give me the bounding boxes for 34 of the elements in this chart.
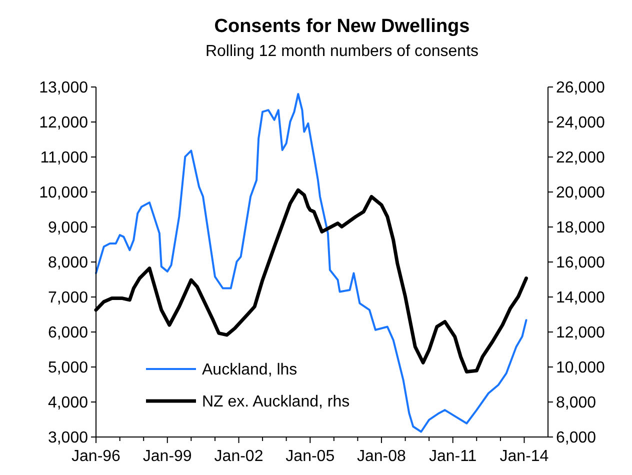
- y2-tick-label: 22,000: [556, 150, 606, 167]
- legend-label: NZ ex. Auckland, rhs: [202, 394, 350, 411]
- x-tick-label: Jan-14: [500, 448, 549, 465]
- y2-tick-label: 10,000: [556, 360, 606, 377]
- y-tick-label: 10,000: [39, 184, 88, 202]
- line-series: [95, 93, 528, 433]
- y-tick-label: 3,000: [48, 430, 88, 447]
- y-tick-label: 8,000: [48, 254, 88, 272]
- legend-label: Auckland, lhs: [202, 362, 298, 379]
- chart-title: Consents for New Dwellings: [214, 16, 470, 37]
- y-tick-label: 6,000: [48, 324, 88, 342]
- y2-tick-label: 8,000: [556, 394, 596, 412]
- y2-tick-label: 26,000: [556, 80, 606, 97]
- y-tick-label: 11,000: [40, 150, 88, 167]
- x-tick-label: Jan-96: [72, 448, 121, 465]
- y2-tick-label: 24,000: [556, 114, 606, 132]
- x-tick-label: Jan-05: [286, 448, 335, 465]
- x-tick-label: Jan-08: [357, 448, 406, 465]
- x-tick-label: Jan-02: [214, 448, 264, 465]
- x-tick-label: Jan-99: [142, 448, 192, 465]
- y-tick-label: 13,000: [39, 80, 88, 97]
- y2-tick-label: 18,000: [556, 220, 606, 237]
- y-tick-label: 5,000: [48, 360, 88, 377]
- y2-tick-label: 6,000: [556, 430, 596, 447]
- y2-tick-label: 12,000: [556, 324, 606, 342]
- y-tick-label: 4,000: [48, 394, 88, 412]
- y-tick-label: 7,000: [48, 290, 88, 307]
- y-tick-label: 12,000: [39, 114, 88, 132]
- y-tick-label: 9,000: [48, 220, 88, 237]
- y2-tick-label: 16,000: [556, 254, 606, 272]
- chart-subtitle: Rolling 12 month numbers of consents: [205, 43, 479, 60]
- x-tick-label: Jan-11: [428, 448, 477, 465]
- y2-tick-label: 20,000: [556, 184, 606, 202]
- y2-tick-label: 14,000: [556, 290, 606, 307]
